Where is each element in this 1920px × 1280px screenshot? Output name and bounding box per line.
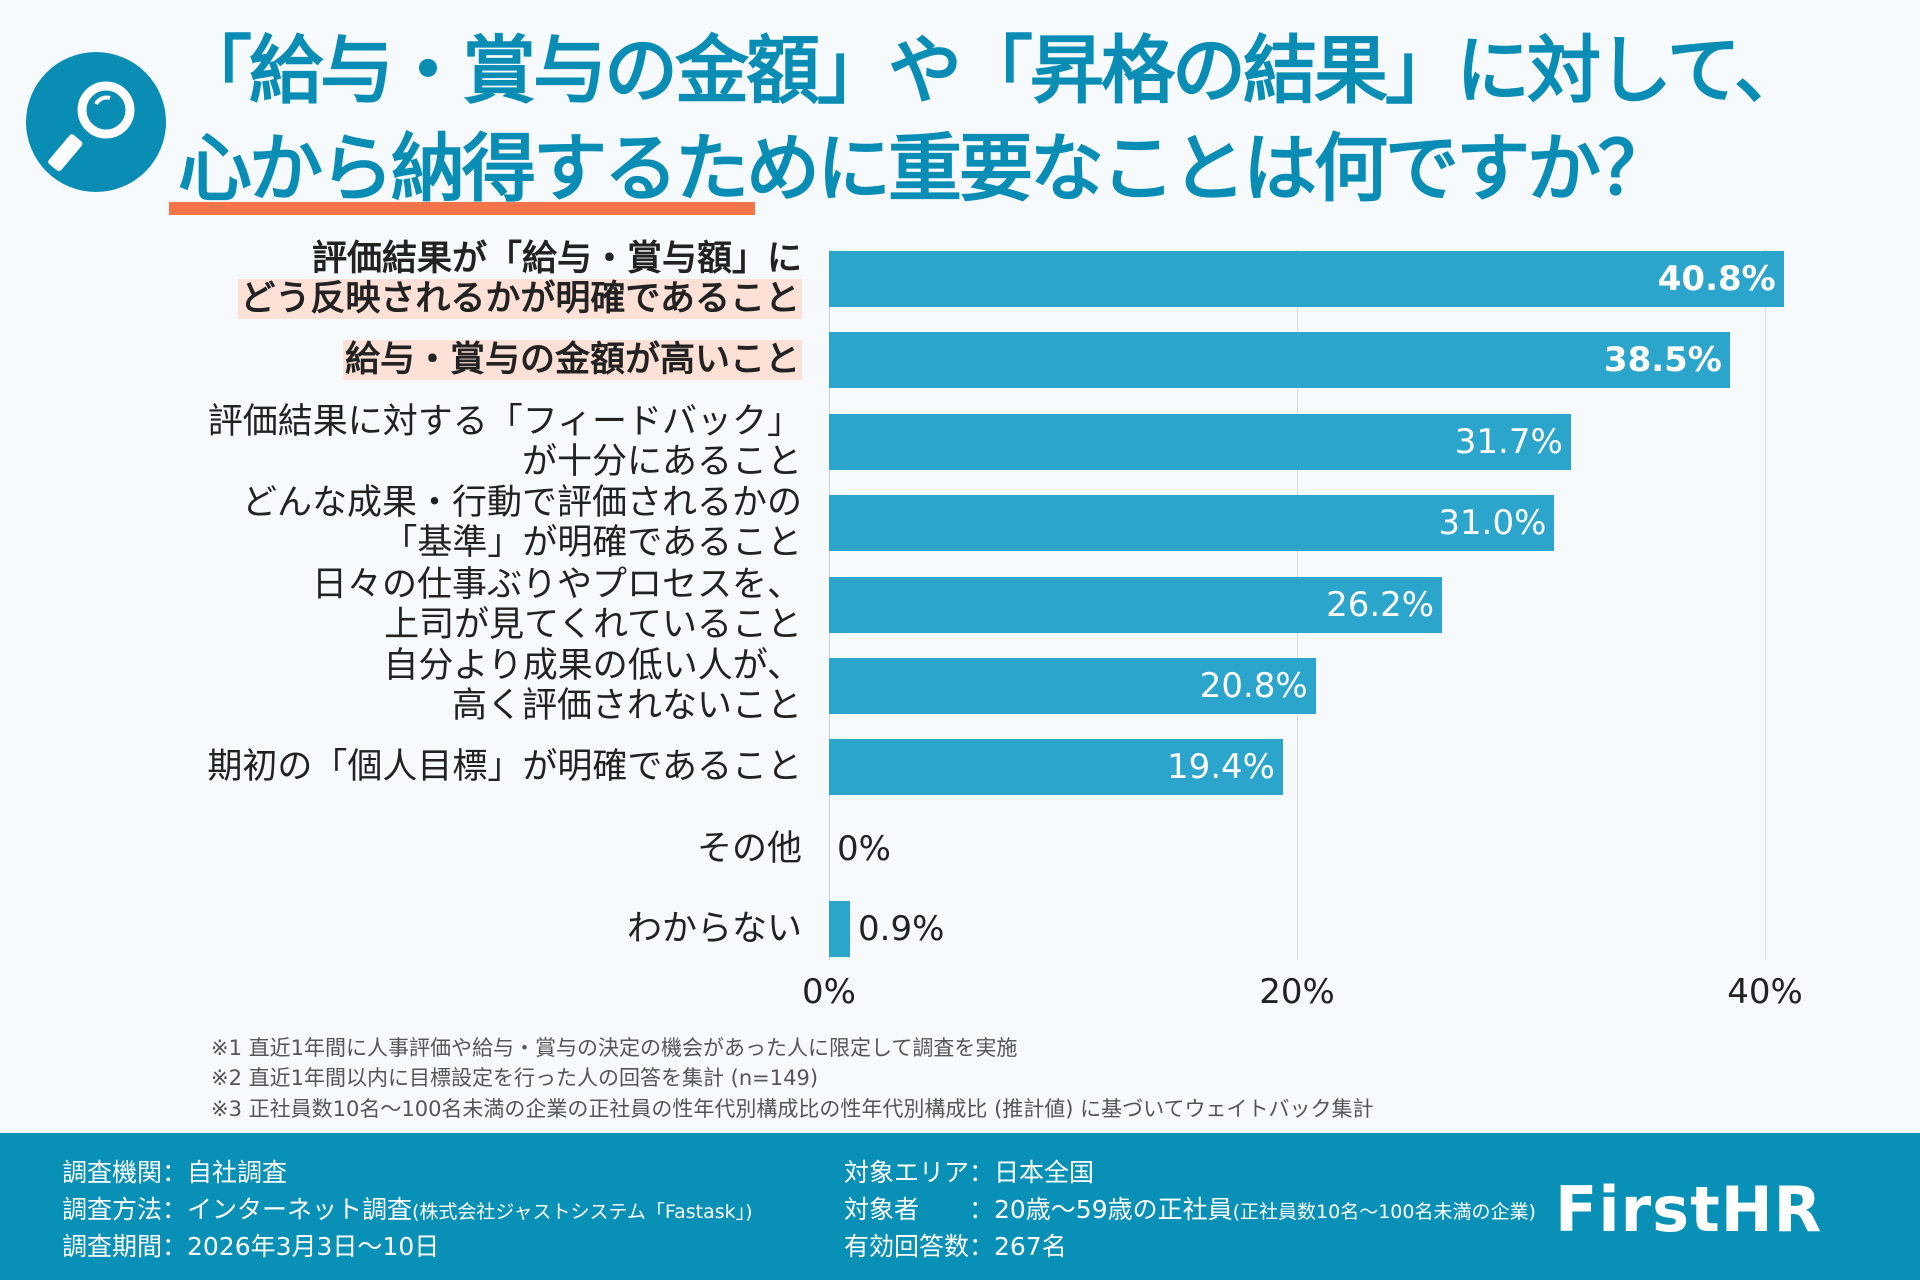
category-label-line1: どんな成果・行動で評価されるかの xyxy=(241,483,802,523)
bar xyxy=(829,332,1730,388)
survey-target-text: 対象者 ：20歳〜59歳の正社員 xyxy=(844,1195,1233,1224)
category-label: 評価結果が「給与・賞与額」に どう反映されるかが明確であること xyxy=(238,239,802,319)
x-tick-label: 40% xyxy=(1727,972,1803,1012)
value-label: 0% xyxy=(837,829,891,869)
bar xyxy=(829,414,1571,470)
survey-area: 対象エリア：日本全国 xyxy=(844,1158,1095,1187)
title-line-1: 「給与・賞与の金額」や「昇格の結果」に対して、 xyxy=(178,28,1808,114)
category-label: どんな成果・行動で評価されるかの 「基準」が明確であること xyxy=(242,483,802,563)
bar xyxy=(829,495,1555,551)
category-label-line1: その他 xyxy=(696,829,802,869)
value-label: 26.2% xyxy=(1326,585,1435,625)
value-label: 31.0% xyxy=(1438,503,1547,543)
category-label-line1: 評価結果に対する「フィードバック」 xyxy=(207,402,802,442)
value-label: 19.4% xyxy=(1166,747,1275,787)
bar xyxy=(829,577,1443,633)
x-tick-label: 0% xyxy=(802,972,856,1012)
category-label-line1: 給与・賞与の金額が高いこと xyxy=(342,340,802,380)
category-label-line1: 期初の「個人目標」が明確であること xyxy=(207,747,802,787)
value-label: 0.9% xyxy=(858,909,945,949)
x-tick-label: 20% xyxy=(1259,972,1335,1012)
category-label-line1: わからない xyxy=(626,909,802,949)
survey-method: 調査方法：インターネット調査(株式会社ジャストシステム「Fastask」) xyxy=(62,1190,753,1226)
category-label-line2: 高く評価されないこと xyxy=(451,686,802,726)
category-label-line2: 上司が見てくれていること xyxy=(384,605,802,645)
category-label: 評価結果に対する「フィードバック」 が十分にあること xyxy=(208,402,802,482)
bar xyxy=(829,658,1316,714)
category-label: その他 xyxy=(697,829,802,869)
survey-responses: 有効回答数：267名 xyxy=(844,1232,1067,1261)
bar xyxy=(829,251,1784,307)
value-label: 31.7% xyxy=(1454,422,1563,462)
value-label: 20.8% xyxy=(1199,666,1308,706)
survey-method-text: 調査方法：インターネット調査 xyxy=(62,1195,413,1224)
bar xyxy=(829,739,1283,795)
value-label: 38.5% xyxy=(1603,340,1722,380)
category-label-line2: 「基準」が明確であること xyxy=(382,523,802,563)
category-label: 日々の仕事ぶりやプロセスを、 上司が見てくれていること xyxy=(312,565,802,645)
survey-method-note: (株式会社ジャストシステム「Fastask」) xyxy=(412,1201,753,1223)
footnote-3: ※3 正社員数10名〜100名未満の企業の正社員の性年代別構成比の性年代別構成比… xyxy=(211,1097,1374,1121)
survey-target: 対象者 ：20歳〜59歳の正社員(正社員数10名〜100名未満の企業) xyxy=(844,1190,1536,1226)
survey-footer: 調査機関：自社調査 調査方法：インターネット調査(株式会社ジャストシステム「Fa… xyxy=(0,1133,1920,1280)
category-label: わからない xyxy=(627,909,802,949)
title-underline xyxy=(169,202,755,215)
category-label: 自分より成果の低い人が、 高く評価されないこと xyxy=(383,646,802,726)
category-label: 期初の「個人目標」が明確であること xyxy=(207,747,802,787)
value-label: 40.8% xyxy=(1657,259,1776,299)
category-label-line1: 日々の仕事ぶりやプロセスを、 xyxy=(311,565,802,605)
category-label-line1: 自分より成果の低い人が、 xyxy=(383,646,802,686)
firsthr-logo: FirstHR xyxy=(1555,1173,1823,1246)
category-label-line2: どう反映されるかが明確であること xyxy=(238,279,802,319)
survey-target-note: (正社員数10名〜100名未満の企業) xyxy=(1232,1201,1536,1223)
footnote-2: ※2 直近1年間以内に目標設定を行った人の回答を集計 (n=149) xyxy=(211,1066,819,1090)
bar xyxy=(829,901,851,957)
category-label: 給与・賞与の金額が高いこと xyxy=(342,340,802,380)
survey-agency: 調査機関：自社調査 xyxy=(62,1158,288,1187)
category-label-line2: が十分にあること xyxy=(521,442,802,482)
footnote-1: ※1 直近1年間に人事評価や給与・賞与の決定の機会があった人に限定して調査を実施 xyxy=(211,1036,1018,1060)
magnifier-icon xyxy=(26,52,166,192)
gridline xyxy=(1765,250,1766,960)
category-label-line1: 評価結果が「給与・賞与額」に xyxy=(311,239,802,279)
title-line-2: 心から納得するために重要なことは何ですか？ xyxy=(178,126,1672,212)
survey-period: 調査期間：2026年3月3日〜10日 xyxy=(62,1232,440,1261)
